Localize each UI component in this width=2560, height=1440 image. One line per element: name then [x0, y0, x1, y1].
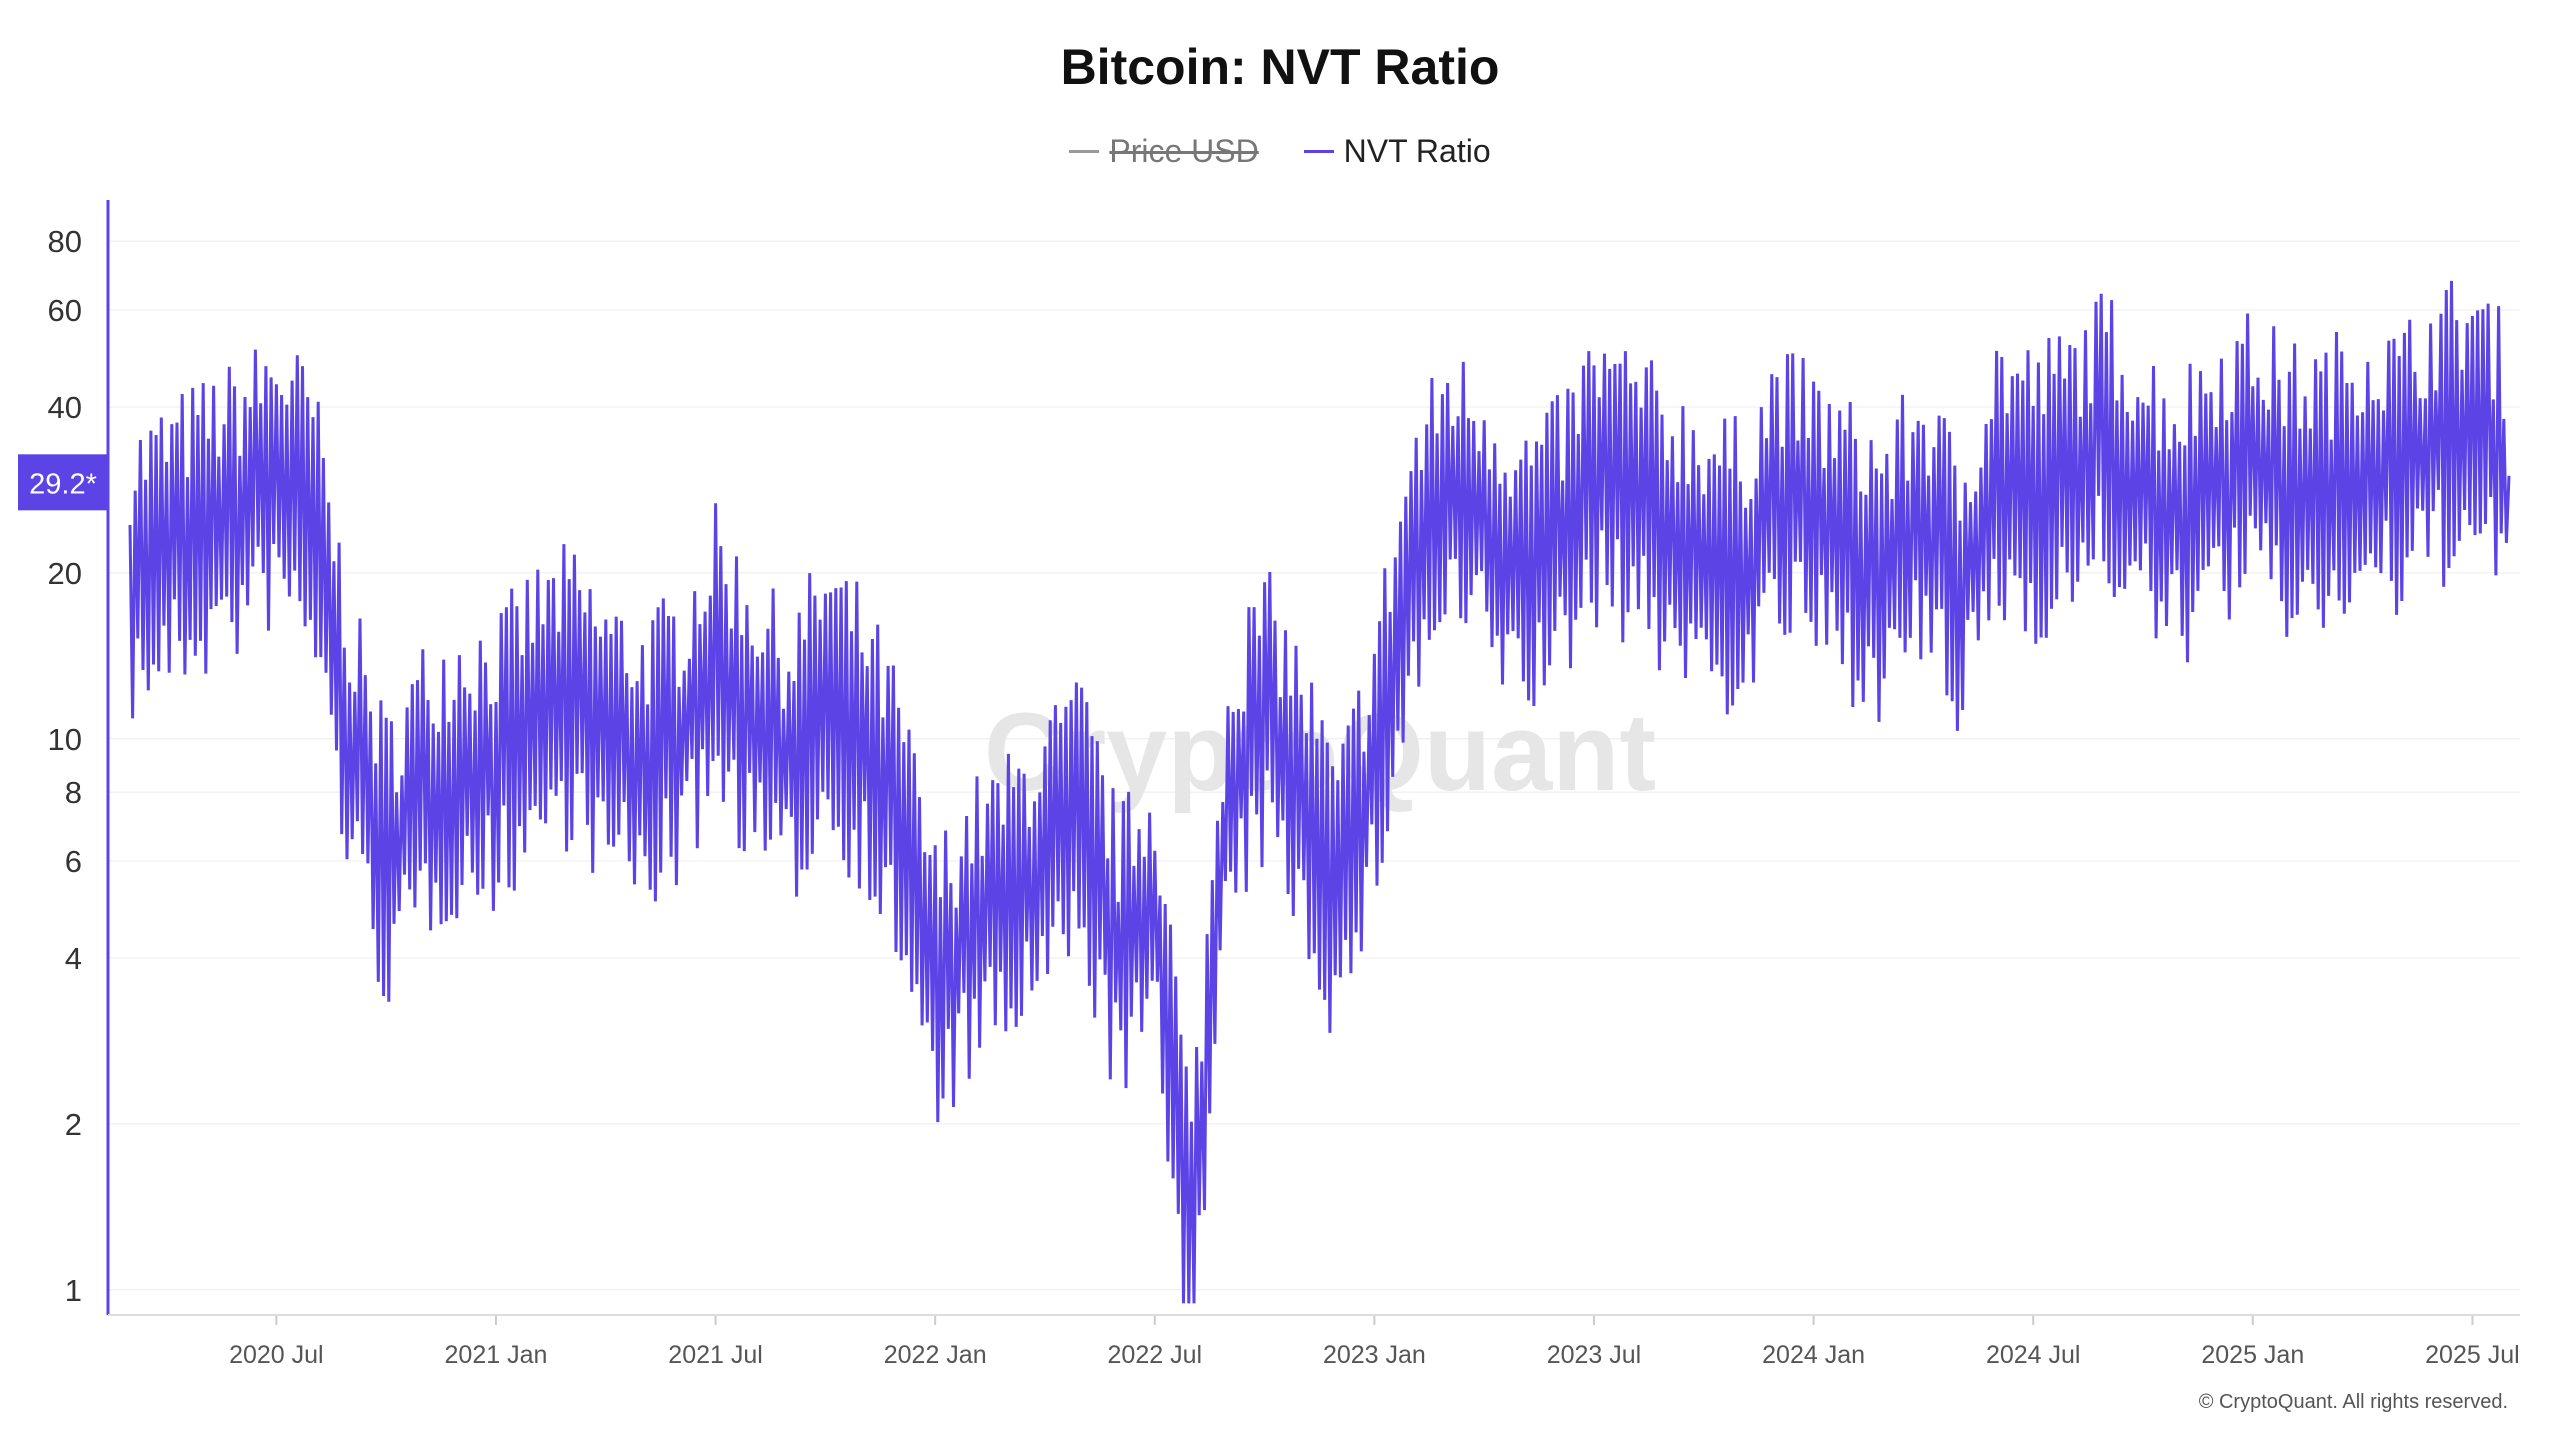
- legend-swatch-nvt-ratio: [1303, 150, 1334, 153]
- nvt-ratio-series-line[interactable]: [128, 280, 2511, 1304]
- y-tick-label: 1: [65, 1273, 82, 1308]
- y-tick-label: 60: [48, 293, 82, 328]
- current-value-badge: 29.2*: [18, 454, 108, 511]
- y-tick-label: 6: [65, 844, 82, 879]
- x-tick-label: 2022 Jul: [1108, 1341, 1203, 1369]
- x-tick-label: 2020 Jul: [229, 1341, 324, 1369]
- x-tick-label: 2023 Jan: [1323, 1341, 1426, 1369]
- x-tick-label: 2024 Jul: [1986, 1341, 2081, 1369]
- y-tick-label: 20: [48, 556, 82, 591]
- legend-label-nvt-ratio: NVT Ratio: [1343, 133, 1491, 169]
- current-value-text: 29.2*: [29, 468, 97, 500]
- y-tick-label: 40: [48, 390, 82, 425]
- x-axis-ticks: 2020 Jul 2021 Jan 2021 Jul 2022 Jan 2022 Jul…: [229, 1315, 2520, 1369]
- y-tick-label: 80: [48, 224, 82, 259]
- x-tick-label: 2023 Jul: [1547, 1341, 1642, 1369]
- legend-item-price-usd[interactable]: Price USD: [1069, 133, 1259, 170]
- x-tick-label: 2024 Jan: [1762, 1341, 1865, 1369]
- legend-swatch-price-usd: [1069, 150, 1100, 153]
- x-tick-label: 2021 Jan: [445, 1341, 548, 1369]
- current-value-badge-bg: [18, 454, 108, 511]
- y-tick-label: 8: [65, 775, 82, 810]
- x-tick-label: 2025 Jul: [2425, 1341, 2520, 1369]
- x-tick-label: 2022 Jan: [884, 1341, 987, 1369]
- legend-item-nvt-ratio[interactable]: NVT Ratio: [1303, 133, 1491, 170]
- y-tick-label: 4: [65, 941, 82, 976]
- y-tick-label: 2: [65, 1107, 82, 1142]
- y-tick-label: 10: [48, 722, 82, 757]
- copyright-notice: © CryptoQuant. All rights reserved.: [2198, 1391, 2508, 1413]
- chart-title: Bitcoin: NVT Ratio: [1060, 39, 1500, 95]
- x-tick-label: 2021 Jul: [668, 1341, 763, 1369]
- legend-label-price-usd: Price USD: [1109, 133, 1259, 169]
- chart-legend: Price USD NVT Ratio: [0, 124, 2560, 170]
- y-axis-ticks: 1 2 4 6 8 10 20 40 60 80: [48, 224, 82, 1308]
- x-tick-label: 2025 Jan: [2201, 1341, 2304, 1369]
